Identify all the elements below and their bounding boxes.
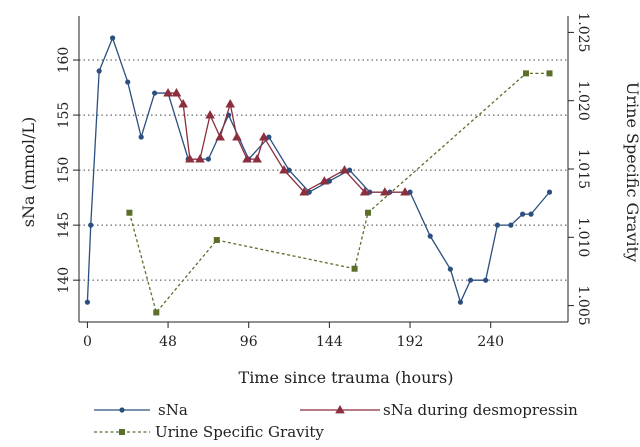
data-point	[346, 167, 353, 173]
y-axis-title: sNa (mmol/L)	[19, 117, 38, 227]
data-point	[84, 299, 91, 305]
data-point	[195, 154, 205, 163]
data-point	[126, 209, 133, 216]
y-axis-ticks: 140 145 150 155 160	[56, 47, 79, 294]
data-point	[213, 237, 220, 244]
data-point	[528, 211, 534, 217]
legend-label: Urine Specific Gravity	[155, 423, 324, 441]
data-point	[110, 35, 116, 41]
data-point	[546, 70, 553, 77]
data-point	[351, 265, 358, 272]
data-point	[232, 132, 242, 141]
legend-marker	[119, 407, 125, 413]
data-point	[225, 99, 236, 108]
series-line	[86, 36, 551, 305]
data-point	[457, 299, 464, 305]
x-tick-label: 240	[477, 334, 504, 350]
data-point	[259, 132, 269, 141]
data-point	[286, 167, 292, 173]
data-point	[365, 209, 372, 216]
x-tick-label: 192	[397, 334, 424, 350]
y-tick-label: 160	[56, 47, 72, 74]
data-point	[494, 222, 501, 228]
y2-tick-label: 1.010	[575, 217, 591, 257]
series-1	[163, 88, 410, 196]
legend: sNa sNa during desmopressin Urine Specific…	[94, 401, 578, 441]
data-point	[380, 187, 390, 196]
data-point	[205, 110, 215, 119]
data-point	[400, 187, 410, 196]
data-point	[508, 222, 514, 228]
x-tick-label: 96	[240, 334, 258, 350]
data-point	[326, 178, 332, 184]
legend-marker	[119, 429, 125, 435]
data-point	[88, 222, 94, 228]
plot-frame	[78, 16, 569, 323]
data-point	[467, 277, 474, 283]
data-point	[252, 154, 262, 163]
data-point	[407, 189, 413, 195]
legend-item-0: sNa	[94, 401, 188, 419]
data-point	[427, 233, 433, 239]
data-point	[339, 165, 350, 174]
series-2	[126, 70, 553, 316]
data-point	[163, 88, 173, 97]
x-axis-title: Time since trauma (hours)	[239, 368, 454, 387]
data-point	[152, 90, 158, 96]
y2-tick-label: 1.020	[575, 81, 591, 121]
data-point	[483, 277, 489, 283]
data-point	[171, 88, 182, 97]
y2-axis-title: Urine Specific Gravity	[623, 82, 640, 262]
legend-label: sNa	[158, 401, 188, 419]
data-point	[153, 309, 160, 316]
y2-tick-label: 1.025	[575, 12, 591, 52]
data-point	[447, 266, 453, 272]
data-point	[522, 70, 529, 77]
legend-item-1: sNa during desmopressin	[300, 401, 578, 419]
legend-item-2: Urine Specific Gravity	[94, 423, 324, 441]
legend-marker	[335, 405, 345, 414]
data-point	[96, 68, 102, 74]
data-point	[546, 189, 553, 195]
data-point	[306, 189, 312, 195]
series-layer	[84, 35, 553, 316]
legend-label: sNa during desmopressin	[383, 401, 578, 419]
y-tick-label: 155	[56, 102, 72, 129]
data-point	[279, 165, 289, 174]
y-tick-label: 145	[56, 212, 72, 239]
series-line	[168, 92, 405, 193]
data-point	[359, 187, 370, 196]
data-point	[215, 132, 225, 141]
x-tick-label: 144	[316, 334, 343, 350]
data-point	[138, 134, 144, 140]
data-point	[205, 156, 211, 162]
gridlines	[79, 59, 568, 281]
x-axis-ticks: 0 48 96 144 192 240	[83, 322, 504, 350]
data-point	[299, 187, 309, 196]
data-point	[520, 211, 526, 217]
data-point	[242, 154, 252, 163]
y2-tick-label: 1.015	[575, 149, 591, 189]
data-point	[178, 99, 188, 108]
data-point	[266, 134, 272, 140]
y-tick-label: 150	[56, 157, 72, 184]
x-tick-label: 48	[159, 334, 177, 350]
y2-axis-ticks: 1.005 1.010 1.015 1.020 1.025	[568, 12, 591, 326]
data-point	[125, 79, 131, 85]
x-tick-label: 0	[83, 334, 92, 350]
data-point	[319, 176, 330, 185]
y-tick-label: 140	[56, 267, 72, 294]
y2-tick-label: 1.005	[575, 286, 591, 326]
data-point	[185, 154, 195, 163]
